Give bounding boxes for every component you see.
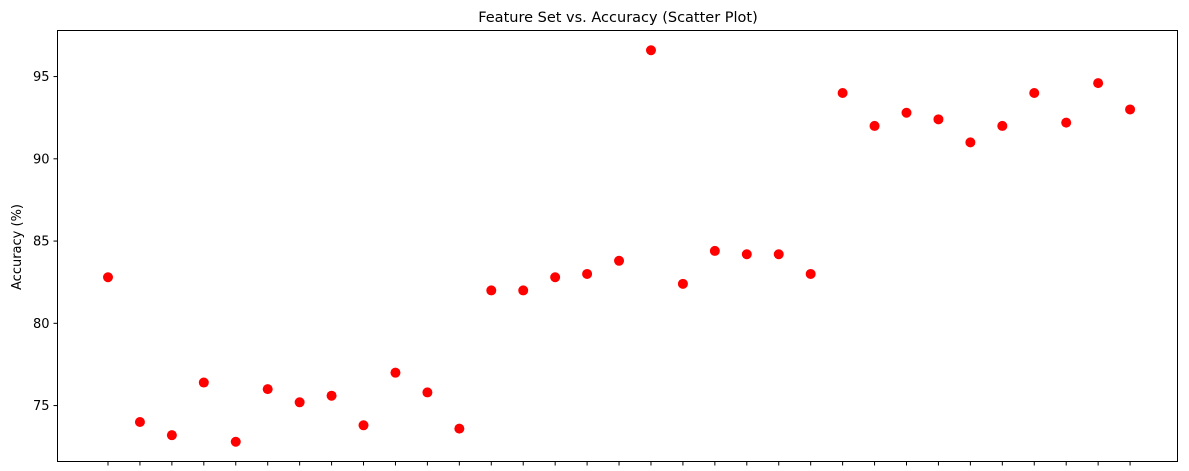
- data-point: [901, 107, 912, 118]
- data-point: [198, 377, 209, 388]
- data-point: [805, 268, 816, 279]
- data-point: [550, 272, 561, 283]
- data-point: [134, 417, 145, 428]
- data-point: [773, 249, 784, 260]
- data-point: [614, 255, 625, 266]
- data-point: [709, 245, 720, 256]
- data-point: [166, 430, 177, 441]
- data-point: [869, 120, 880, 131]
- y-axis-label: Accuracy (%): [10, 204, 25, 290]
- data-point: [358, 420, 369, 431]
- y-tick-label: 90: [33, 152, 50, 167]
- data-point: [645, 45, 656, 56]
- data-point: [486, 285, 497, 296]
- data-point: [1093, 78, 1104, 89]
- data-points: [103, 45, 1136, 447]
- data-point: [837, 88, 848, 99]
- data-point: [294, 397, 305, 408]
- data-point: [1125, 104, 1136, 115]
- data-point: [965, 137, 976, 148]
- y-tick-label: 85: [33, 235, 50, 250]
- data-point: [997, 120, 1008, 131]
- data-point: [933, 114, 944, 125]
- data-point: [677, 278, 688, 289]
- y-axis-ticks: 75 80 85 90 95: [33, 70, 58, 414]
- data-point: [1029, 88, 1040, 99]
- data-point: [390, 367, 401, 378]
- x-axis-ticks: [107, 461, 1131, 466]
- data-point: [103, 272, 113, 283]
- plot-area-frame: [57, 30, 1178, 462]
- data-point: [454, 423, 465, 434]
- data-point: [326, 390, 337, 401]
- data-point: [1061, 117, 1072, 128]
- data-point: [422, 387, 433, 398]
- data-point: [741, 249, 752, 260]
- chart-title: Feature Set vs. Accuracy (Scatter Plot): [478, 10, 758, 26]
- data-point: [230, 436, 241, 447]
- data-point: [582, 268, 593, 279]
- y-tick-label: 80: [33, 317, 50, 332]
- data-point: [518, 285, 529, 296]
- y-tick-label: 95: [33, 70, 50, 85]
- y-tick-label: 75: [33, 399, 50, 414]
- data-point: [262, 384, 273, 395]
